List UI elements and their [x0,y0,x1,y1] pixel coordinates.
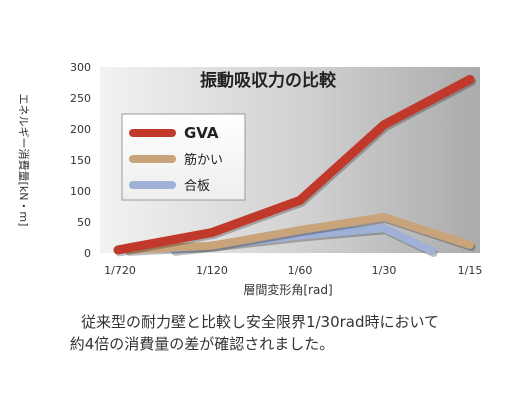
chart-title: 振動吸収力の比較 [200,70,337,91]
legend-label: GVA [184,124,219,142]
caption-line-1: 従来型の耐力壁と比較し安全限界1/30rad時において [80,313,440,331]
series-line-1 [113,74,475,255]
x-tick-label: 1/720 [104,264,136,277]
y-axis-label: エネルギー消費量[kN・m] [17,94,31,227]
caption-line-2: 約4倍の消費量の差が確認されました。 [69,335,335,353]
y-tick-label: 300 [70,61,91,74]
y-tick-label: 50 [77,216,91,229]
y-tick-label: 100 [70,185,91,198]
x-axis: 1/720 1/120 1/60 1/30 1/15 [104,264,482,277]
series-line-2 [124,213,474,254]
y-tick-label: 250 [70,92,91,105]
legend-label: 筋かい [184,152,223,168]
x-tick-label: 1/30 [372,264,397,277]
x-tick-label: 1/120 [196,264,228,277]
x-tick-label: 1/15 [458,264,483,277]
x-axis-label: 層間変形角[rad] [243,282,332,297]
y-tick-label: 150 [70,154,91,167]
x-tick-label: 1/60 [288,264,313,277]
y-axis: 0 50 100 150 200 250 300 [70,61,91,260]
legend-label: 合板 [184,179,210,194]
y-tick-label: 0 [84,247,91,260]
y-tick-label: 200 [70,123,91,136]
series-layer [113,74,476,257]
